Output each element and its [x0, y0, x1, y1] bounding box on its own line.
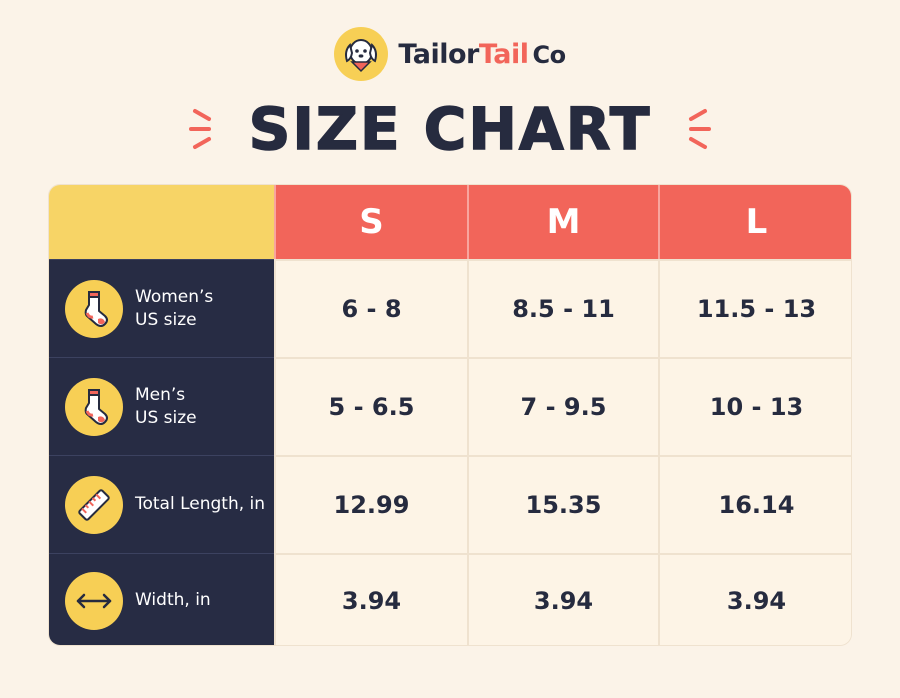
- cell-mens-l: 10 - 13: [658, 357, 851, 455]
- brand-name-part3: Co: [532, 40, 567, 69]
- cell-length-l: 16.14: [658, 455, 851, 553]
- cell-mens-m: 7 - 9.5: [467, 357, 658, 455]
- cell-width-m: 3.94: [467, 553, 658, 645]
- sock-icon: [65, 377, 123, 436]
- row-label-width: Width, in: [49, 553, 274, 645]
- cell-womens-s: 6 - 8: [274, 259, 467, 357]
- brand-header: TailorTail Co: [0, 24, 900, 84]
- size-header-l: L: [658, 185, 851, 259]
- brand-name-part1: Tailor: [398, 38, 479, 70]
- row-label-mens: Men’s US size: [49, 357, 274, 455]
- cell-length-s: 12.99: [274, 455, 467, 553]
- ruler-icon: [65, 475, 123, 534]
- cell-length-m: 15.35: [467, 455, 658, 553]
- sock-icon: [65, 279, 123, 338]
- table-corner: [49, 185, 274, 259]
- row-label-text: Width, in: [135, 590, 211, 610]
- cell-width-s: 3.94: [274, 553, 467, 645]
- size-table: S M L Women’s US size 6 - 8 8.5 - 11 11.…: [48, 184, 852, 646]
- row-label-length: Total Length, in: [49, 455, 274, 553]
- row-label-text: Women’s US size: [135, 286, 214, 330]
- brand-name-part2: Tail: [478, 38, 529, 70]
- dog-logo-icon: [334, 27, 389, 81]
- title-row: SIZE CHART: [0, 94, 900, 164]
- cell-mens-s: 5 - 6.5: [274, 357, 467, 455]
- size-header-m: M: [467, 185, 658, 259]
- size-header-s: S: [274, 185, 467, 259]
- left-burst-icon: [188, 109, 211, 149]
- row-label-womens: Women’s US size: [49, 259, 274, 357]
- row-label-text: Total Length, in: [135, 494, 266, 514]
- cell-width-l: 3.94: [658, 553, 851, 645]
- page-title: SIZE CHART: [248, 94, 652, 164]
- row-label-text: Men’s US size: [135, 384, 197, 428]
- cell-womens-l: 11.5 - 13: [658, 259, 851, 357]
- right-burst-icon: [689, 109, 712, 149]
- brand-name: TailorTail Co: [398, 38, 567, 70]
- double-arrow-icon: [65, 571, 123, 630]
- cell-womens-m: 8.5 - 11: [467, 259, 658, 357]
